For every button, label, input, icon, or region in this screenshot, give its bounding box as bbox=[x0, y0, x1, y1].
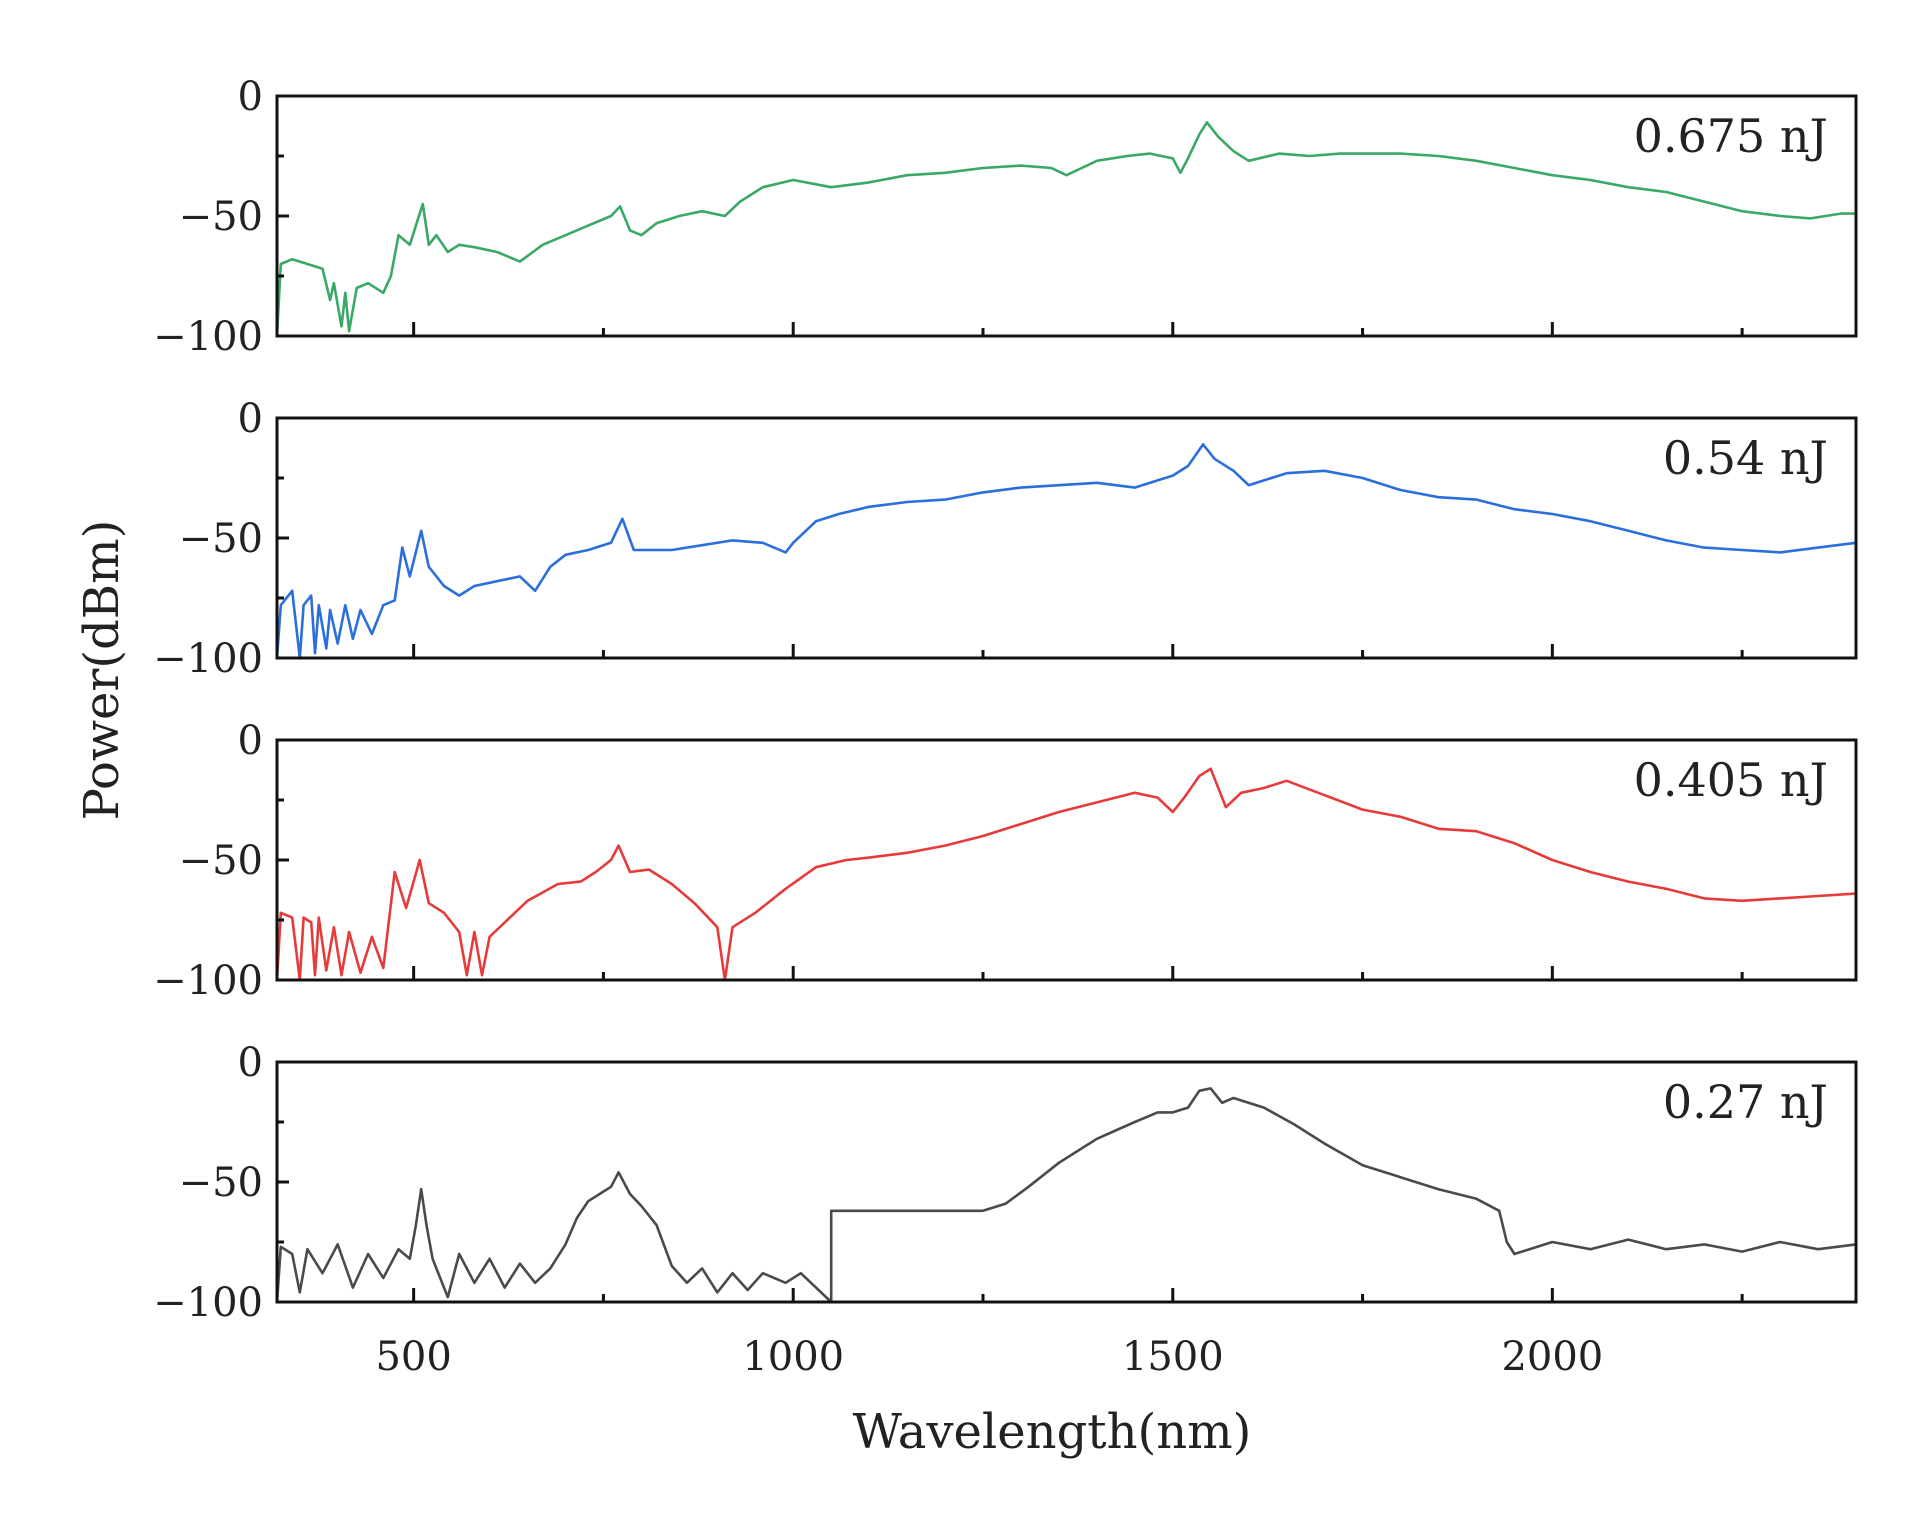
y-tick-label: 0 bbox=[238, 396, 263, 442]
y-tick-label: −50 bbox=[179, 838, 263, 884]
panels-group: 0−50−1000.675 nJ0−50−1000.54 nJ0−50−1000… bbox=[153, 74, 1858, 1326]
series-line-panel-3 bbox=[275, 767, 1857, 982]
y-tick-label: 0 bbox=[238, 1040, 263, 1086]
x-axis-title: Wavelength(nm) bbox=[853, 1404, 1252, 1460]
panel-energy-label: 0.675 nJ bbox=[1634, 109, 1828, 163]
y-tick-label: −100 bbox=[153, 1280, 263, 1326]
panel-2: 0 −50 −100 0.54 nJ bbox=[153, 396, 1858, 682]
panel-energy-label: 0.405 nJ bbox=[1634, 753, 1828, 807]
y-axis-title: Power(dBm) bbox=[74, 520, 130, 821]
y-tick-label: −50 bbox=[179, 1160, 263, 1206]
x-tick-label: 500 bbox=[375, 1334, 451, 1380]
series-line-panel-2 bbox=[275, 443, 1857, 660]
plot-frame bbox=[275, 94, 1858, 338]
y-tick-label: −100 bbox=[153, 314, 263, 360]
series-line-panel-4 bbox=[275, 1087, 1857, 1304]
y-tick-label: −100 bbox=[153, 636, 263, 682]
panel-3: 0 −50 −100 0.405 nJ bbox=[153, 718, 1858, 1004]
y-tick-label: 0 bbox=[238, 74, 263, 120]
y-tick-label: 0 bbox=[238, 718, 263, 764]
x-tick-label: 2000 bbox=[1501, 1334, 1603, 1380]
plot-frame bbox=[275, 1060, 1858, 1304]
panel-4: 0 −50 −100 0.27 nJ bbox=[153, 1040, 1858, 1326]
x-tick-labels: 500 1000 1500 2000 bbox=[375, 1334, 1603, 1380]
x-tick-label: 1500 bbox=[1122, 1334, 1224, 1380]
panel-1: 0 −50 −100 0.675 nJ bbox=[153, 74, 1858, 360]
x-tick-label: 1000 bbox=[742, 1334, 844, 1380]
panel-energy-label: 0.27 nJ bbox=[1663, 1075, 1828, 1129]
panel-energy-label: 0.54 nJ bbox=[1663, 431, 1828, 485]
plot-frame bbox=[275, 738, 1858, 982]
y-tick-label: −50 bbox=[179, 194, 263, 240]
plot-frame bbox=[275, 416, 1858, 660]
y-tick-label: −50 bbox=[179, 516, 263, 562]
series-line-panel-1 bbox=[275, 121, 1856, 337]
y-tick-label: −100 bbox=[153, 958, 263, 1004]
